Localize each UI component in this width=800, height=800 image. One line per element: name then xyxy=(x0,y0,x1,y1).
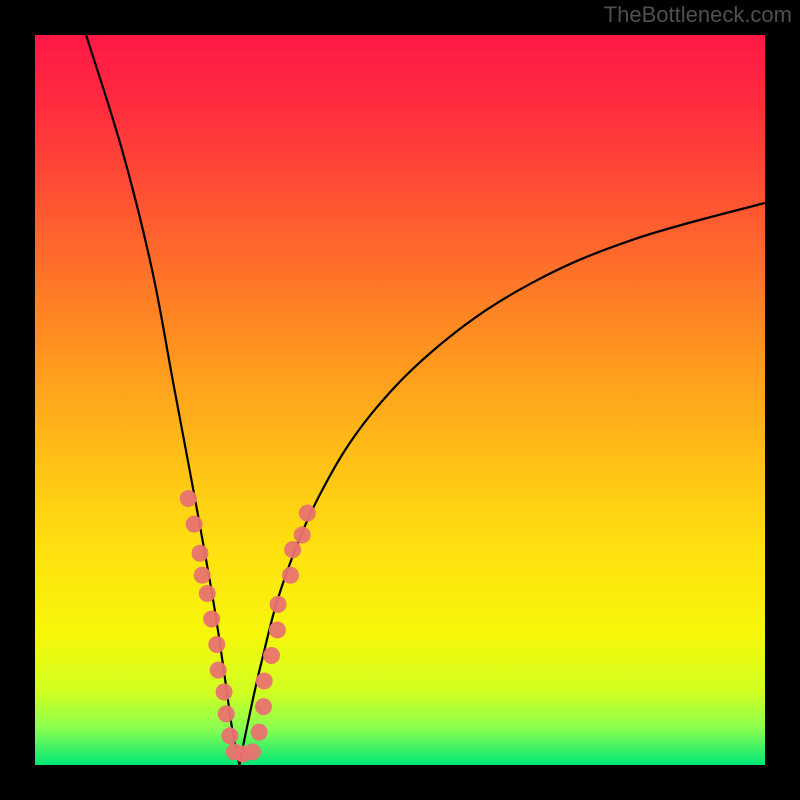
bottom-marker xyxy=(244,743,261,760)
bottleneck-chart xyxy=(0,0,800,800)
left-marker xyxy=(186,516,203,533)
left-marker xyxy=(194,567,211,584)
right-marker xyxy=(256,673,273,690)
right-marker xyxy=(251,724,268,741)
left-marker xyxy=(208,636,225,653)
left-marker xyxy=(203,611,220,628)
left-marker xyxy=(210,662,227,679)
left-marker xyxy=(180,490,197,507)
left-marker xyxy=(216,684,233,701)
left-marker xyxy=(221,727,238,744)
right-marker xyxy=(294,527,311,544)
chart-container: TheBottleneck.com xyxy=(0,0,800,800)
right-marker xyxy=(282,567,299,584)
right-marker xyxy=(299,505,316,522)
right-marker xyxy=(263,647,280,664)
watermark-label: TheBottleneck.com xyxy=(604,2,792,28)
right-marker xyxy=(269,621,286,638)
plot-background xyxy=(35,35,765,765)
right-marker xyxy=(255,698,272,715)
left-marker xyxy=(218,705,235,722)
left-marker xyxy=(191,545,208,562)
right-marker xyxy=(284,541,301,558)
right-marker xyxy=(270,596,287,613)
left-marker xyxy=(199,585,216,602)
